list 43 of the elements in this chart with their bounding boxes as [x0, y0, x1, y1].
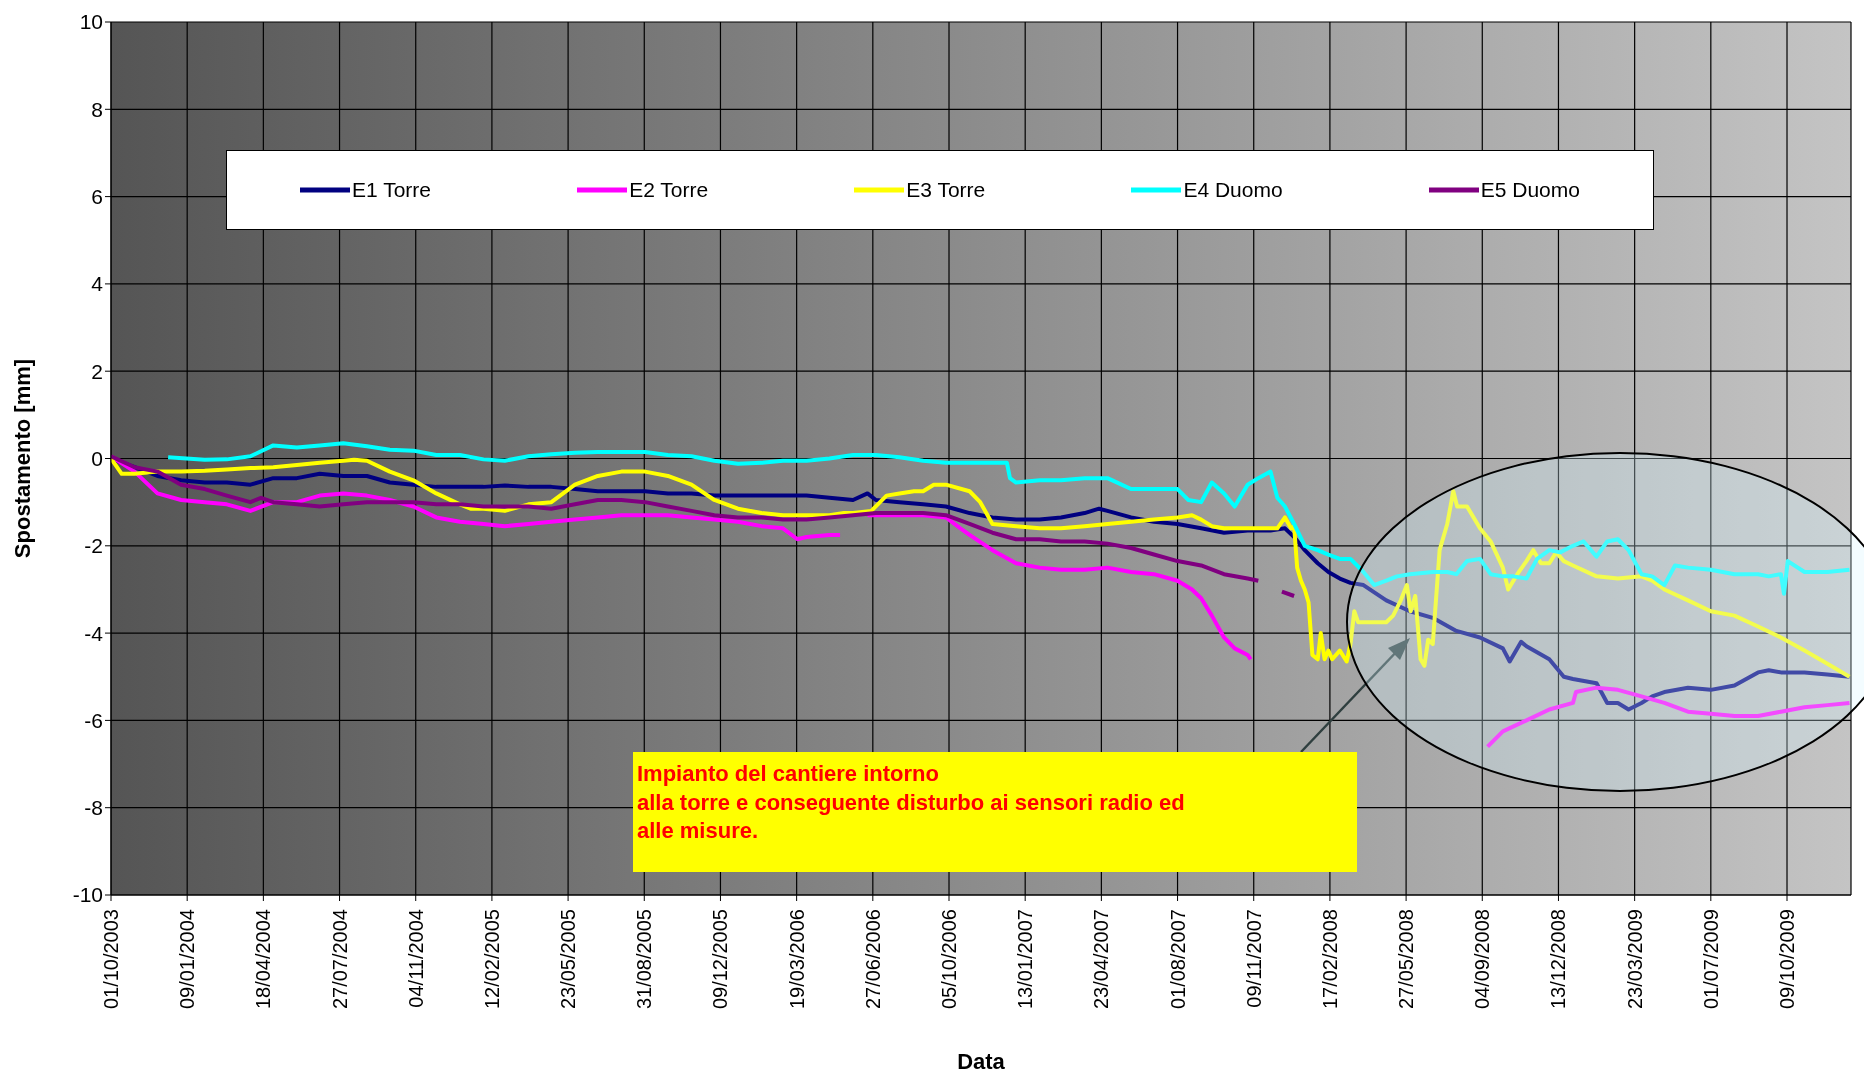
x-tick-label: 09/12/2005: [709, 909, 732, 1010]
x-tick-label: 23/04/2007: [1090, 909, 1113, 1010]
x-tick-label: 27/05/2008: [1395, 909, 1418, 1010]
line-series: [166, 441, 1851, 596]
x-tick-label: 04/11/2004: [404, 909, 427, 1008]
x-tick-label: 23/03/2009: [1623, 909, 1646, 1010]
y-tick-label: -2: [84, 534, 103, 558]
note-box: Impianto del cantiere intorno alla torre e conseguente disturbo ai sensori radio ed alle misure.: [633, 752, 1357, 872]
x-tick-label: 17/02/2008: [1318, 909, 1341, 1010]
legend-label: E2 Torre: [629, 178, 709, 202]
x-tick-label: 09/11/2007: [1242, 909, 1265, 1008]
x-tick-label: 27/06/2006: [861, 909, 884, 1010]
x-tick-label: 19/03/2006: [785, 909, 808, 1010]
y-tick-label: 0: [91, 446, 103, 470]
x-tick-label: 31/08/2005: [633, 909, 656, 1010]
x-tick-label: 09/10/2009: [1776, 909, 1799, 1010]
legend-label: E4 Duomo: [1183, 178, 1283, 202]
x-tick-label: 12/02/2005: [480, 909, 503, 1010]
y-tick-label: -8: [84, 796, 103, 820]
x-tick-label: 23/05/2005: [557, 909, 580, 1010]
x-axis-title: Data: [957, 1049, 1006, 1074]
y-axis-title: Spostamento [mm]: [9, 358, 35, 559]
x-tick-label: 18/04/2004: [252, 909, 275, 1010]
x-tick-label: 01/08/2007: [1166, 909, 1189, 1010]
y-tick-label: -4: [84, 621, 104, 645]
x-tick-label: 09/01/2004: [176, 909, 199, 1010]
legend-label: E1 Torre: [352, 178, 432, 202]
x-tick-label: 01/07/2009: [1699, 909, 1722, 1010]
x-tick-label: 13/01/2007: [1014, 909, 1037, 1010]
x-tick-label: 13/12/2008: [1547, 909, 1570, 1010]
x-tick-label: 01/10/2003: [100, 909, 122, 1010]
legend-label: E3 Torre: [906, 178, 986, 202]
y-tick-label: -10: [72, 883, 103, 907]
y-tick-label: 2: [91, 359, 103, 383]
x-tick-label: 27/07/2004: [328, 909, 351, 1010]
legend-label: E5 Duomo: [1480, 178, 1580, 202]
y-tick-label: 10: [79, 10, 103, 34]
y-tick-label: 4: [91, 272, 104, 296]
x-tick-label: 05/10/2006: [938, 909, 960, 1010]
y-tick-label: 8: [91, 97, 103, 121]
y-tick-label: -6: [84, 708, 103, 732]
x-tick-label: 04/09/2008: [1471, 909, 1494, 1010]
y-tick-label: 6: [91, 185, 103, 209]
